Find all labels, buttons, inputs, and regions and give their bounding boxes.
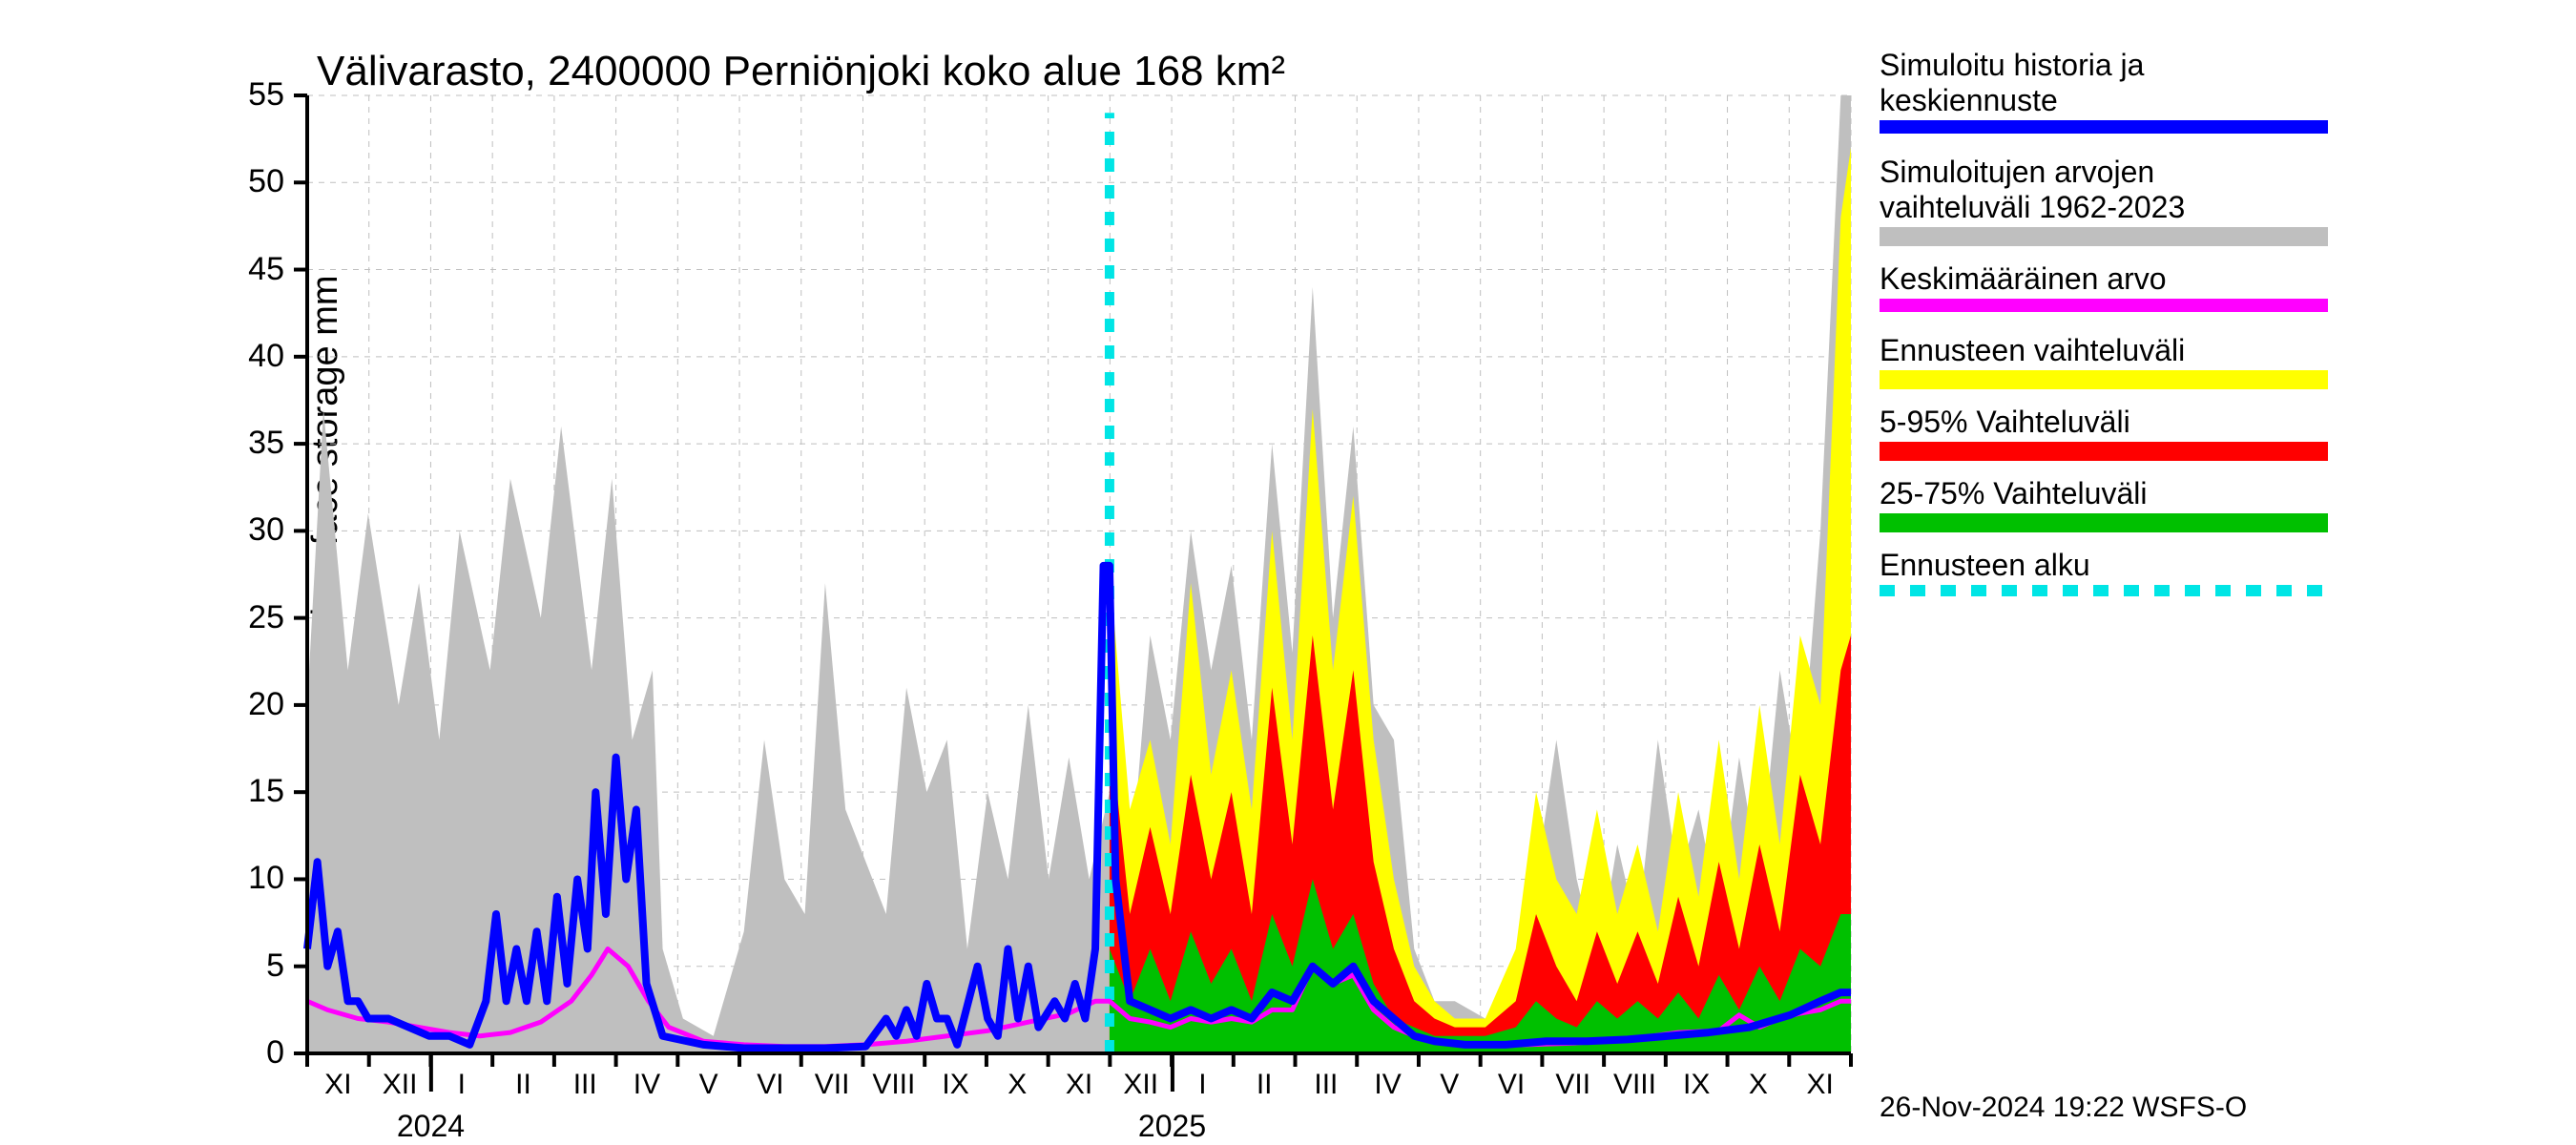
y-tick-label: 25	[248, 599, 284, 636]
y-tick-label: 30	[248, 511, 284, 549]
y-tick-label: 20	[248, 686, 284, 723]
legend-swatch	[1880, 120, 2328, 134]
chart-container: Välivarasto / Subsurface storage mm Väli…	[0, 0, 2576, 1145]
legend-swatch	[1880, 442, 2328, 461]
x-tick-label: VII	[815, 1069, 850, 1101]
x-tick-label: IX	[1683, 1069, 1710, 1101]
legend-item: Keskimääräinen arvo	[1880, 261, 2328, 312]
y-tick-label: 10	[248, 860, 284, 897]
plot-area	[307, 95, 1851, 1053]
legend-swatch	[1880, 299, 2328, 312]
legend-label: Simuloitu historia ja	[1880, 48, 2328, 83]
x-tick-label: XI	[324, 1069, 351, 1101]
x-tick-label: V	[699, 1069, 718, 1101]
x-tick-label: VI	[1498, 1069, 1525, 1101]
legend-label: 5-95% Vaihteluväli	[1880, 405, 2328, 440]
legend-label: Keskimääräinen arvo	[1880, 261, 2328, 297]
x-tick-label: XI	[1806, 1069, 1833, 1101]
x-tick-label: VIII	[1613, 1069, 1656, 1101]
y-tick-label: 55	[248, 76, 284, 114]
x-tick-label: VI	[757, 1069, 783, 1101]
x-tick-label: X	[1749, 1069, 1768, 1101]
legend-label: Ennusteen alku	[1880, 548, 2328, 583]
legend-swatch	[1880, 370, 2328, 389]
legend-item: Ennusteen alku	[1880, 548, 2328, 596]
y-tick-label: 35	[248, 425, 284, 462]
legend-label: 25-75% Vaihteluväli	[1880, 476, 2328, 511]
legend-swatch	[1880, 585, 2328, 596]
x-tick-label: III	[1314, 1069, 1338, 1101]
x-tick-label: X	[1008, 1069, 1027, 1101]
legend-item: 5-95% Vaihteluväli	[1880, 405, 2328, 461]
y-tick-label: 50	[248, 163, 284, 200]
x-tick-label: XII	[1123, 1069, 1158, 1101]
x-tick-label: I	[458, 1069, 466, 1101]
x-tick-label: IX	[942, 1069, 968, 1101]
x-tick-label: XII	[383, 1069, 418, 1101]
legend-item: Simuloitujen arvojenvaihteluväli 1962-20…	[1880, 155, 2328, 246]
x-tick-label: VII	[1555, 1069, 1590, 1101]
legend-label: keskiennuste	[1880, 83, 2328, 118]
legend-label: Simuloitujen arvojen	[1880, 155, 2328, 190]
legend-label: vaihteluväli 1962-2023	[1880, 190, 2328, 225]
x-tick-label: I	[1198, 1069, 1206, 1101]
x-tick-label: II	[1257, 1069, 1273, 1101]
x-tick-label: VIII	[872, 1069, 915, 1101]
legend-swatch	[1880, 513, 2328, 532]
footer-timestamp: 26-Nov-2024 19:22 WSFS-O	[1880, 1092, 2247, 1124]
x-tick-label: II	[515, 1069, 531, 1101]
y-tick-label: 45	[248, 251, 284, 288]
legend-item: Simuloitu historia jakeskiennuste	[1880, 48, 2328, 134]
x-tick-label: IV	[1374, 1069, 1401, 1101]
year-label: 2025	[1138, 1109, 1206, 1144]
y-tick-label: 40	[248, 338, 284, 375]
x-tick-label: IV	[634, 1069, 660, 1101]
legend-swatch	[1880, 227, 2328, 246]
y-tick-label: 5	[266, 947, 284, 985]
legend-label: Ennusteen vaihteluväli	[1880, 333, 2328, 368]
legend-item: 25-75% Vaihteluväli	[1880, 476, 2328, 532]
chart-title: Välivarasto, 2400000 Perniönjoki koko al…	[317, 48, 1285, 95]
y-tick-label: 0	[266, 1034, 284, 1072]
y-tick-label: 15	[248, 773, 284, 810]
legend-item: Ennusteen vaihteluväli	[1880, 333, 2328, 389]
x-tick-label: XI	[1066, 1069, 1092, 1101]
x-tick-label: V	[1440, 1069, 1459, 1101]
year-label: 2024	[397, 1109, 465, 1144]
x-tick-label: III	[573, 1069, 597, 1101]
